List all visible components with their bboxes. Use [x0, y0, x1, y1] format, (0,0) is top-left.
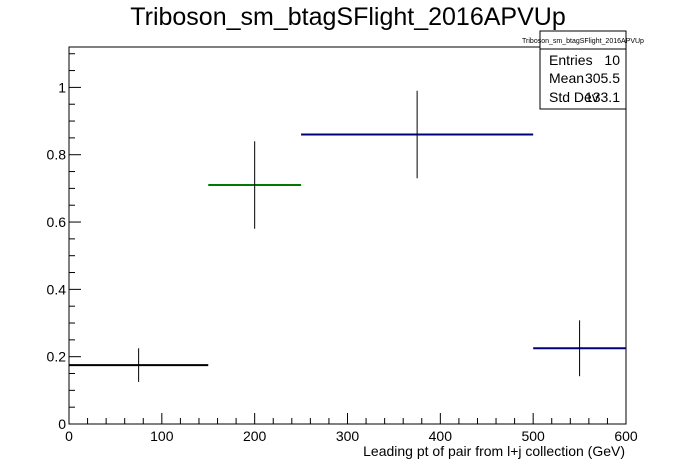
stats-stddev-value: 133.1: [585, 89, 620, 105]
y-tick-label: 0.6: [47, 214, 67, 230]
x-axis: 0 100 200 300 400 500 600: [65, 413, 638, 444]
chart-title: Triboson_sm_btagSFlight_2016APVUp: [130, 3, 565, 31]
y-tick-label: 0.4: [47, 281, 67, 297]
x-tick-label: 600: [614, 428, 638, 444]
stats-box-title: Triboson_sm_btagSFlight_2016APVUp: [522, 38, 644, 45]
x-tick-label: 0: [65, 428, 73, 444]
y-tick-label: 0.2: [47, 349, 67, 365]
x-tick-label: 500: [521, 428, 545, 444]
stats-mean-value: 305.5: [585, 70, 620, 86]
y-tick-label: 0.8: [47, 147, 67, 163]
x-axis-title: Leading pt of pair from l+j collection (…: [363, 443, 625, 459]
y-tick-label: 0: [58, 416, 66, 432]
stats-box-frame: [539, 30, 627, 110]
stats-stddev-label: Std Dev: [549, 89, 599, 105]
histogram-bins: [69, 90, 626, 382]
x-tick-label: 100: [150, 428, 174, 444]
stats-box: Triboson_sm_btagSFlight_2016APVUp Entrie…: [522, 30, 644, 110]
x-tick-label: 400: [429, 428, 453, 444]
stats-entries-value: 10: [604, 52, 620, 68]
x-tick-label: 300: [336, 428, 360, 444]
y-tick-label: 1: [58, 79, 66, 95]
stats-mean-label: Mean: [549, 70, 584, 86]
x-tick-label: 200: [243, 428, 267, 444]
y-axis: 0 0.2 0.4 0.6 0.8 1: [47, 53, 81, 432]
stats-entries-label: Entries: [549, 52, 593, 68]
